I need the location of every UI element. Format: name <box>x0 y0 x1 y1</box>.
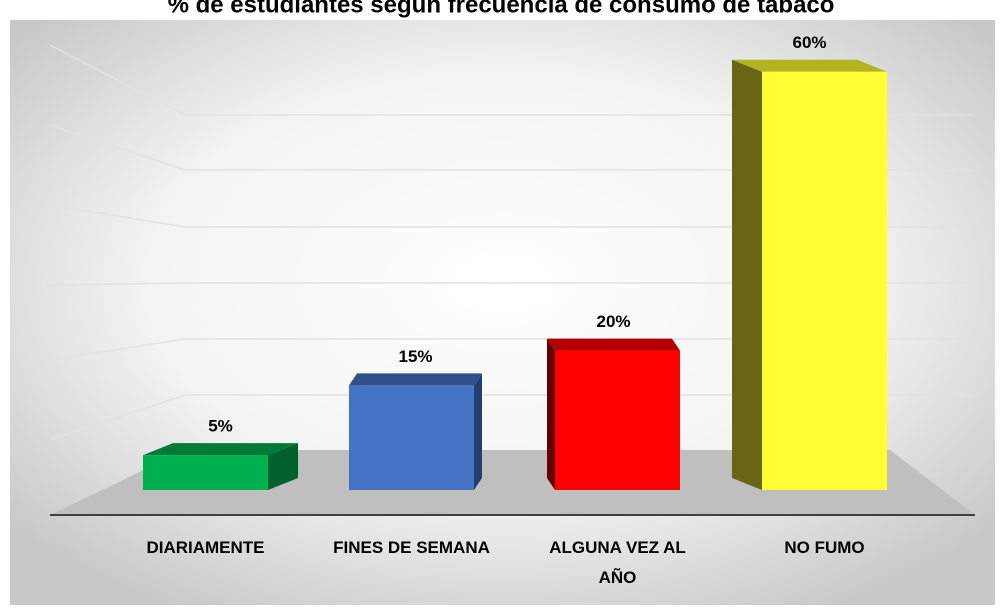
bar-top <box>349 373 482 386</box>
bar <box>762 71 887 490</box>
data-label: 15% <box>398 347 432 366</box>
x-tick-label: ALGUNA VEZ AL AÑO <box>549 538 686 587</box>
x-tick-label: NO FUMO <box>784 538 865 557</box>
data-label: 60% <box>792 33 826 52</box>
x-tick-label: FINES DE SEMANA <box>333 538 490 557</box>
bar-top <box>732 59 887 72</box>
bar-side <box>474 373 482 490</box>
bar <box>555 350 680 490</box>
data-label: 20% <box>596 312 630 331</box>
x-tick-label: DIARIAMENTE <box>146 538 265 557</box>
bar-top <box>547 338 680 351</box>
bar-side <box>732 59 762 490</box>
bar-side <box>547 338 555 490</box>
gridlines <box>49 44 975 441</box>
bar <box>143 455 268 490</box>
chart-title: % de estudiantes según frecuencia de con… <box>168 0 835 18</box>
bar <box>349 385 474 490</box>
data-label: 5% <box>208 417 233 436</box>
bar-top <box>143 443 298 456</box>
bar-side <box>268 443 298 490</box>
